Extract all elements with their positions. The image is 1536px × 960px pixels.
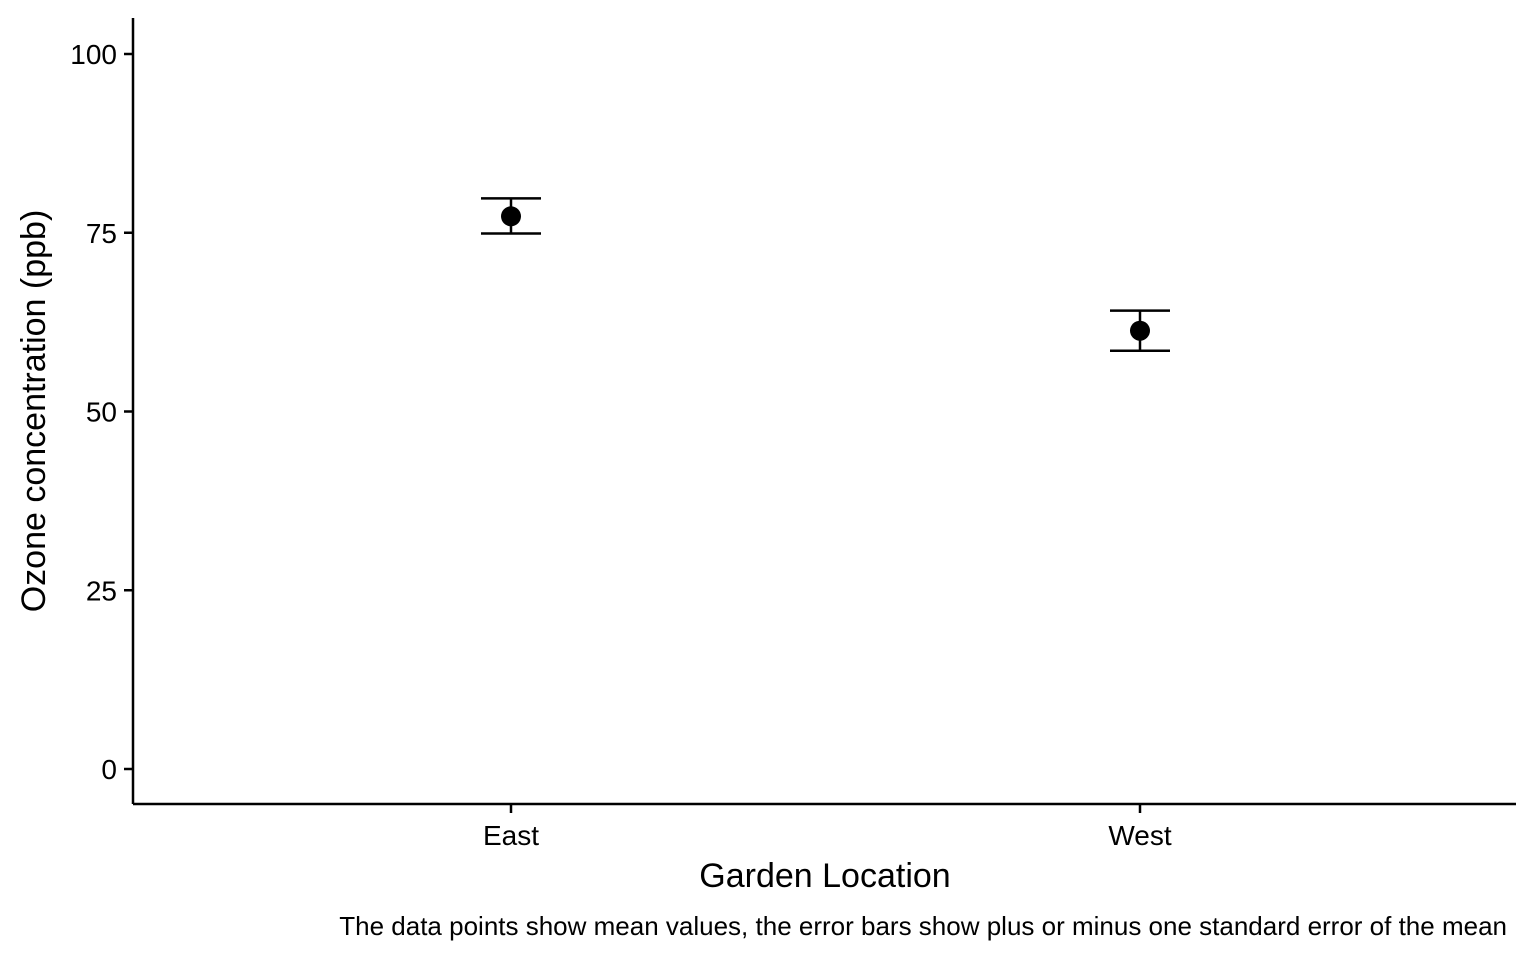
chart-caption: The data points show mean values, the er… <box>339 911 1507 941</box>
x-tick-label: West <box>1108 820 1171 851</box>
y-axis-ticks: 0 25 50 75 100 <box>70 39 133 785</box>
y-tick-label: 50 <box>86 397 117 428</box>
y-tick-label: 75 <box>86 218 117 249</box>
y-tick-label: 25 <box>86 575 117 606</box>
x-axis-ticks: East West <box>483 804 1172 851</box>
axes <box>131 18 1516 806</box>
x-axis-title: Garden Location <box>699 857 950 895</box>
y-tick-label: 0 <box>101 754 117 785</box>
y-tick-label: 100 <box>70 39 117 70</box>
y-axis-title: Ozone concentration (ppb) <box>15 210 53 613</box>
x-tick-label: East <box>483 820 539 851</box>
data-point-east <box>501 206 521 227</box>
data-marks <box>481 197 1170 352</box>
data-point-west <box>1130 320 1150 341</box>
